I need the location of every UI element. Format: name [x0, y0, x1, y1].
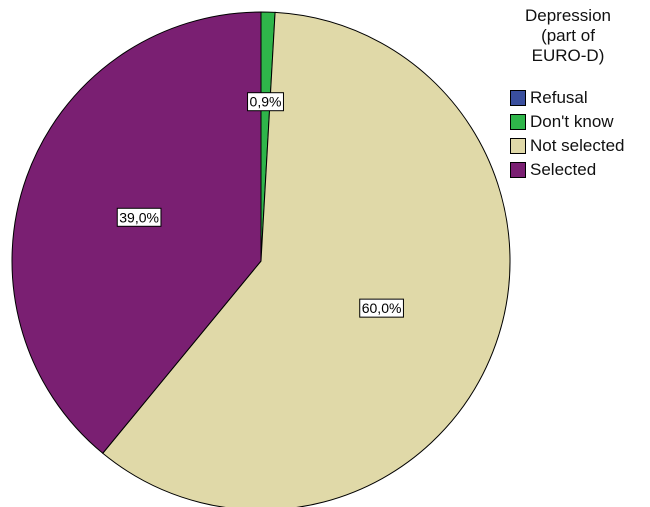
- legend-item-selected: Selected: [510, 158, 625, 182]
- legend-label-not-selected: Not selected: [530, 136, 625, 155]
- legend-title: Depression (part of EURO-D): [500, 6, 636, 66]
- data-label-text-don-t-know: 0,9%: [250, 94, 282, 110]
- legend-label-selected: Selected: [530, 160, 597, 179]
- legend-swatch-selected: [510, 162, 526, 178]
- data-label-text-selected: 39,0%: [119, 209, 159, 225]
- legend-item-refusal: Refusal: [510, 86, 625, 110]
- pie-data-labels: 0,9% 60,0% 39,0%: [116, 92, 404, 318]
- legend-swatch-dont-know: [510, 114, 526, 130]
- data-label-selected: 39,0%: [116, 207, 162, 227]
- data-label-box-don-t-know: [247, 92, 284, 112]
- data-label-don-t-know: 0,9%: [247, 92, 284, 112]
- legend: Refusal Don't know Not selected Selected: [510, 86, 625, 182]
- legend-swatch-refusal: [510, 90, 526, 106]
- data-label-text-not-selected: 60,0%: [362, 300, 402, 316]
- legend-label-dont-know: Don't know: [530, 112, 614, 131]
- legend-title-line-2: (part of: [541, 26, 595, 45]
- pie-slice-selected: [11, 11, 262, 454]
- legend-label-refusal: Refusal: [530, 88, 588, 107]
- data-label-box-selected: [116, 207, 162, 227]
- legend-swatch-not-selected: [510, 138, 526, 154]
- legend-item-not-selected: Not selected: [510, 134, 625, 158]
- legend-title-line-1: Depression: [525, 6, 611, 25]
- legend-title-line-3: EURO-D): [531, 46, 605, 65]
- pie-slices: [11, 11, 511, 507]
- legend-item-dont-know: Don't know: [510, 110, 625, 134]
- data-label-not-selected: 60,0%: [359, 298, 404, 318]
- data-label-box-not-selected: [359, 298, 404, 318]
- pie-slice-not-selected: [102, 11, 511, 507]
